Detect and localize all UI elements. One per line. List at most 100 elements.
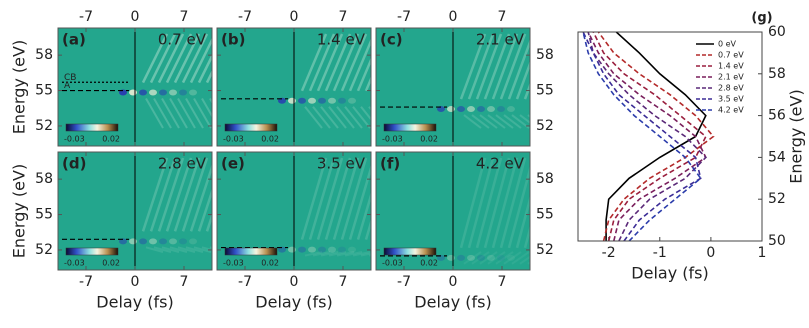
fringe	[161, 246, 180, 253]
oscillation	[348, 97, 356, 104]
fringe	[324, 157, 352, 240]
fringe	[487, 114, 506, 129]
texture	[437, 157, 530, 265]
fringe	[519, 114, 530, 124]
y-tick-label: 50	[768, 233, 786, 249]
fringe	[185, 246, 204, 253]
x-tick-label: 0	[706, 245, 715, 261]
x-tick-label: 7	[339, 274, 348, 290]
fringe	[185, 98, 204, 129]
fringe	[459, 33, 487, 100]
y-tick-label: 55	[35, 83, 53, 99]
colorbar-tick-label: -0.03	[223, 259, 244, 268]
fringe	[177, 98, 196, 129]
oscillation	[318, 246, 326, 253]
fringe	[320, 106, 339, 129]
oscillation	[189, 238, 197, 245]
y-tick-label: 52	[35, 242, 53, 258]
fringe	[503, 114, 522, 129]
fringe	[149, 157, 177, 232]
colorbar-tick-label: -0.03	[64, 135, 85, 144]
oscillation	[129, 89, 137, 96]
oscillation	[288, 246, 296, 253]
fringe	[459, 157, 487, 249]
fringe	[165, 33, 193, 84]
fringe	[308, 157, 336, 240]
fringe	[483, 157, 511, 249]
fringe	[352, 251, 371, 257]
x-tick-label: 1	[758, 245, 767, 261]
fringe	[205, 69, 212, 84]
fringe	[316, 157, 344, 240]
fringe	[145, 98, 164, 129]
y-axis-label: Energy (eV)	[10, 164, 29, 258]
legend-label: 3.5 eV	[718, 95, 744, 104]
colorbar-tick-label: 0.02	[261, 259, 279, 268]
fringe	[197, 187, 212, 232]
panel-label: (c)	[380, 31, 403, 49]
oscillation	[308, 246, 316, 253]
fringe	[189, 37, 212, 84]
fringe	[471, 251, 490, 265]
oscillation	[507, 106, 515, 113]
fringe	[360, 252, 371, 257]
fringe	[352, 106, 371, 129]
oscillation	[159, 238, 167, 245]
y-axis-label: Energy (eV)	[10, 40, 29, 134]
x-tick-label: -7	[79, 274, 93, 290]
colorbar	[65, 247, 119, 256]
y-tick-label: 52	[768, 191, 786, 207]
x-tick-label: 0	[131, 274, 140, 290]
x-tick-label: 0	[131, 9, 140, 25]
oscillation	[129, 238, 137, 245]
oscillation	[139, 238, 147, 245]
fringe	[507, 38, 530, 100]
fringe	[483, 33, 511, 100]
oscillation	[447, 106, 455, 113]
panel-annotation: 4.2 eV	[476, 155, 525, 173]
fringe	[157, 157, 185, 232]
panel-annotation: 2.1 eV	[476, 31, 525, 49]
x-tick-label: 0	[290, 274, 299, 290]
colorbar	[383, 247, 437, 256]
x-tick-label: 7	[498, 274, 507, 290]
x-tick-label: -1	[653, 245, 667, 261]
panel-label: (e)	[221, 155, 245, 173]
fringe	[511, 251, 530, 265]
fringe	[463, 114, 482, 129]
fringe	[181, 33, 209, 84]
oscillation	[338, 246, 346, 253]
colorbar	[224, 123, 278, 132]
x-tick-label: -7	[238, 9, 252, 25]
fringe	[169, 98, 188, 129]
fringe	[332, 157, 360, 240]
series-line	[587, 32, 707, 241]
fringe	[189, 163, 212, 232]
fringe	[328, 251, 347, 257]
oscillation	[298, 246, 306, 253]
panel: (d) 2.8 eV -0.03 0.02 -7 0 7 52 55 58 Delay (fs) En…	[10, 151, 213, 312]
panel: (c) 2.1 eV -0.03 0.02 -7 0 7 52 55 58	[375, 9, 554, 147]
fringe	[348, 163, 371, 240]
colorbar-tick-label: -0.03	[223, 135, 244, 144]
legend-label: 0 eV	[718, 40, 737, 49]
fringe	[312, 251, 331, 257]
y-tick-label: 52	[536, 242, 554, 258]
fringe	[141, 157, 169, 232]
x-tick-label: 7	[339, 9, 348, 25]
x-tick-label: 7	[180, 274, 189, 290]
legend-label: 2.8 eV	[718, 84, 744, 93]
y-tick-label: 58	[536, 171, 554, 187]
texture	[119, 33, 212, 129]
fringe	[336, 106, 355, 129]
y-tick-label: 55	[536, 207, 554, 223]
panel-label: (g)	[751, 11, 772, 26]
texture	[437, 33, 530, 129]
fringe	[463, 251, 482, 265]
y-tick-label: 55	[536, 83, 554, 99]
fringe	[173, 157, 201, 232]
panel-annotation: 0.7 eV	[158, 31, 207, 49]
fringe	[503, 251, 522, 265]
texture	[278, 33, 371, 129]
oscillation	[179, 89, 187, 96]
